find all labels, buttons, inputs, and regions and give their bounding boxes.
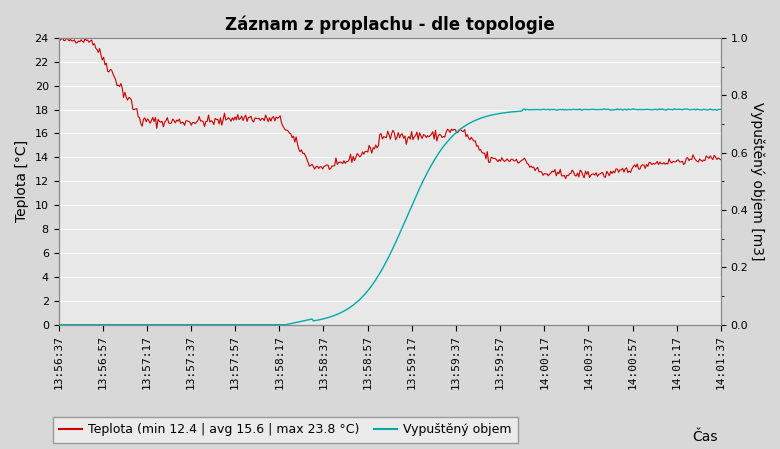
Text: Čas: Čas bbox=[692, 430, 718, 444]
Y-axis label: Vypuštěný objem [m3]: Vypuštěný objem [m3] bbox=[750, 102, 765, 260]
Title: Záznam z proplachu - dle topologie: Záznam z proplachu - dle topologie bbox=[225, 15, 555, 34]
Legend: Teplota (min 12.4 | avg 15.6 | max 23.8 °C), Vypuštěný objem: Teplota (min 12.4 | avg 15.6 | max 23.8 … bbox=[53, 417, 518, 443]
Y-axis label: Teplota [°C]: Teplota [°C] bbox=[15, 140, 29, 222]
